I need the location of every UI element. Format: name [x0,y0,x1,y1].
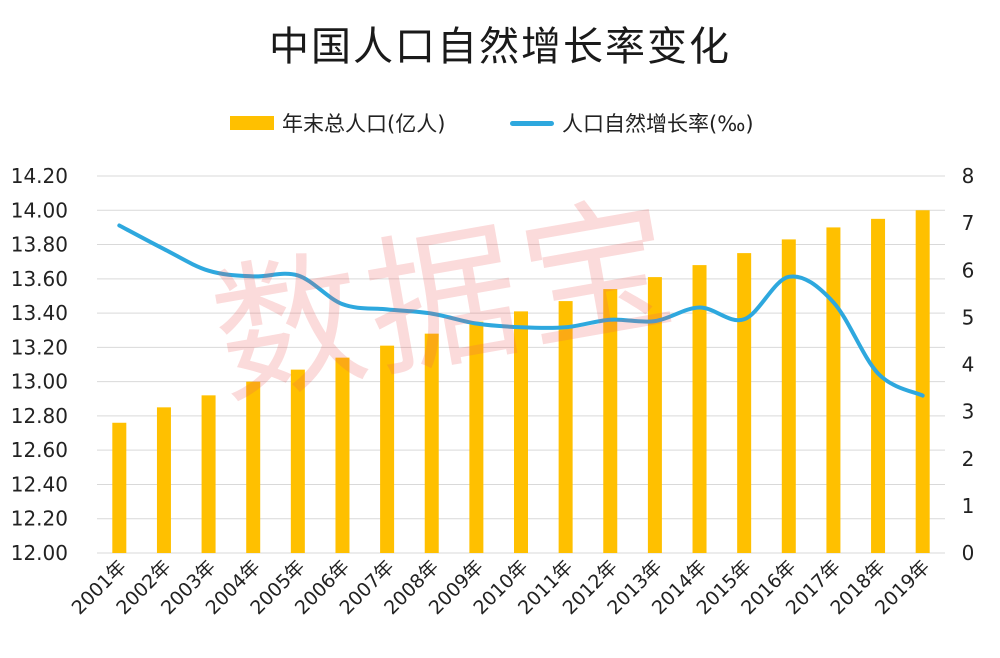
y-right-tick-label: 3 [962,400,975,424]
legend-label-growth-rate: 人口自然增长率(‰) [562,112,754,136]
bar [246,381,261,553]
bar [871,218,886,553]
y-left-tick-label: 14.20 [11,164,68,188]
bar [915,210,930,554]
y-right-tick-label: 1 [962,494,975,518]
bar [112,422,127,553]
bar [781,239,796,553]
bar [156,407,171,553]
y-right-tick-label: 7 [962,211,975,235]
y-right-tick-label: 5 [962,305,975,329]
legend-label-population: 年末总人口(亿人) [282,112,446,136]
y-left-tick-label: 13.80 [11,233,68,257]
bar [737,253,752,553]
legend: 年末总人口(亿人) 人口自然增长率(‰) [0,108,1000,138]
bar [603,289,618,553]
y-right-tick-label: 8 [962,164,975,188]
bar [826,227,841,553]
bar [558,301,573,553]
legend-item-growth-rate: 人口自然增长率(‰) [510,108,754,138]
chart-title: 中国人口自然增长率变化 [269,24,731,70]
y-left-tick-label: 12.00 [11,541,68,565]
bar [424,333,439,553]
legend-bar-swatch [230,116,274,130]
y-right-tick-label: 6 [962,258,975,282]
y-left-tick-label: 13.00 [11,370,68,394]
bar [380,345,395,553]
y-left-tick-label: 13.20 [11,335,68,359]
y-left-tick-label: 13.60 [11,267,68,291]
bar [335,357,350,553]
legend-line-swatch [510,120,554,126]
y-right-tick-label: 0 [962,541,975,565]
y-left-tick-label: 13.40 [11,301,68,325]
legend-item-population: 年末总人口(亿人) [230,108,445,138]
bar [514,311,528,553]
y-left-tick-label: 14.00 [11,198,68,222]
bar [290,369,305,553]
bar [201,395,216,553]
y-left-tick-label: 12.80 [11,404,68,428]
y-left-tick-label: 12.40 [11,472,68,496]
bar [692,265,707,553]
y-right-tick-label: 2 [962,447,975,471]
bar [647,277,662,553]
y-left-tick-label: 12.20 [11,507,68,531]
bar [469,321,484,553]
y-left-tick-label: 12.60 [11,438,68,462]
y-right-tick-label: 4 [962,353,975,377]
